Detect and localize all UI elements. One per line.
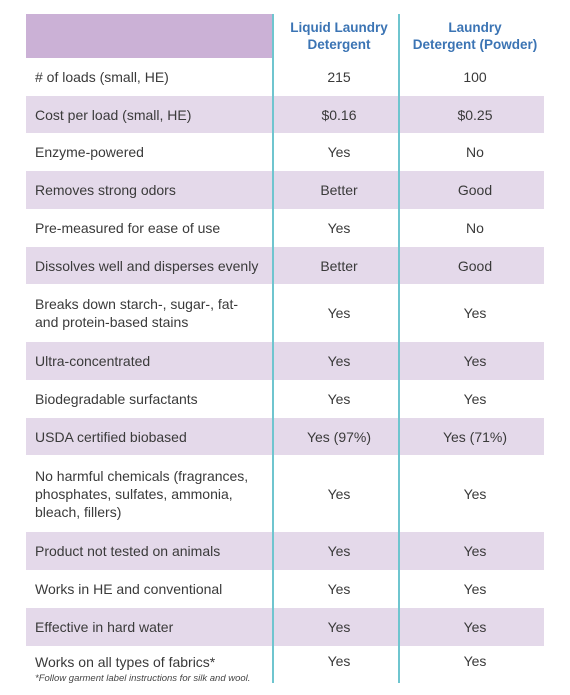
table-row: Cost per load (small, HE) $0.16 $0.25 <box>26 96 544 133</box>
powder-value: Yes <box>463 543 487 559</box>
row-label-line: Biodegradable surfactants <box>35 391 198 407</box>
powder-value: Yes <box>463 353 487 369</box>
row-label: Dissolves well and disperses evenly <box>26 257 272 275</box>
row-label: Breaks down starch-, sugar-, fat-and pro… <box>26 295 272 331</box>
header-label-cell <box>26 14 272 58</box>
row-label: USDA certified biobased <box>26 428 272 446</box>
table-body: # of loads (small, HE) 215 100 Cost per loa… <box>26 58 544 691</box>
table-row: Works on all types of fabrics* *Follow ga… <box>26 646 544 691</box>
liquid-value: Yes <box>327 391 351 407</box>
table-row: Product not tested on animals Yes Yes <box>26 532 544 570</box>
table-row: USDA certified biobased Yes (97%) Yes (71%… <box>26 418 544 455</box>
powder-value: Yes (71%) <box>442 428 508 445</box>
liquid-value: Yes <box>327 220 351 236</box>
table-row: Biodegradable surfactants Yes Yes <box>26 380 544 418</box>
table-row: Dissolves well and disperses evenly Bette… <box>26 247 544 284</box>
row-label: Works on all types of fabrics* *Follow ga… <box>26 653 272 684</box>
liquid-value: Yes <box>327 353 351 369</box>
liquid-value: Yes <box>327 543 351 559</box>
row-label: Ultra-concentrated <box>26 352 272 370</box>
liquid-value: Better <box>320 257 358 274</box>
powder-value: Yes <box>463 305 487 321</box>
row-label: Works in HE and conventional <box>26 580 272 598</box>
row-label: Product not tested on animals <box>26 542 272 560</box>
powder-value: Yes <box>463 485 487 502</box>
powder-value: Yes <box>463 581 487 597</box>
column-divider-right <box>398 14 400 683</box>
header-powder-detergent: Laundry Detergent (Powder) <box>406 14 544 58</box>
row-label-line: bleach, fillers) <box>35 503 122 520</box>
header-liquid-detergent: Liquid Laundry Detergent <box>272 14 406 58</box>
row-label-line: Breaks down starch-, sugar-, fat- <box>35 296 239 312</box>
table-row: Ultra-concentrated Yes Yes <box>26 342 544 380</box>
powder-value: Yes <box>463 391 487 407</box>
row-label-line: Cost per load (small, HE) <box>35 106 192 123</box>
comparison-table: Liquid Laundry Detergent Laundry Deterge… <box>26 14 544 691</box>
powder-value: Yes <box>463 619 487 635</box>
row-label-line: Product not tested on animals <box>35 543 221 559</box>
row-label-line: Works on all types of fabrics* <box>35 654 216 670</box>
row-label-line: Enzyme-powered <box>35 144 144 160</box>
powder-value: Good <box>457 182 493 198</box>
liquid-value: Yes <box>327 619 351 635</box>
table-row: Pre-measured for ease of use Yes No <box>26 209 544 247</box>
table-row: Effective in hard water Yes Yes <box>26 608 544 646</box>
powder-value: No <box>466 220 484 236</box>
powder-value: $0.25 <box>457 106 493 123</box>
liquid-value: $0.16 <box>321 106 357 123</box>
liquid-value: Yes <box>327 305 351 321</box>
row-label: No harmful chemicals (fragrances, phospha… <box>26 467 272 521</box>
row-label: Effective in hard water <box>26 618 272 636</box>
table-row: Removes strong odors Better Good <box>26 171 544 209</box>
row-label-line: Effective in hard water <box>35 619 174 635</box>
row-label-line: Pre-measured for ease of use <box>35 220 221 236</box>
powder-value: Yes <box>463 653 487 669</box>
liquid-value: Yes <box>327 653 351 669</box>
footnote: *Follow garment label instructions for s… <box>35 673 251 684</box>
row-label-line: # of loads (small, HE) <box>35 69 169 85</box>
column-divider-left <box>272 14 274 683</box>
table-row: Enzyme-powered Yes No <box>26 133 544 171</box>
row-label: # of loads (small, HE) <box>26 68 272 86</box>
row-label: Biodegradable surfactants <box>26 390 272 408</box>
liquid-value: Yes (97%) <box>306 428 372 445</box>
liquid-value: Yes <box>327 144 351 160</box>
row-label-line: USDA certified biobased <box>35 428 187 445</box>
row-label-line: Ultra-concentrated <box>35 353 151 369</box>
table-row: Works in HE and conventional Yes Yes <box>26 570 544 608</box>
powder-value: Good <box>457 257 493 274</box>
row-label-line: Works in HE and conventional <box>35 581 223 597</box>
liquid-value: 215 <box>327 69 351 85</box>
row-label-line: phosphates, sulfates, ammonia, <box>35 485 233 502</box>
row-label-line: and protein-based stains <box>35 314 189 330</box>
row-label-line: No harmful chemicals (fragrances, <box>35 467 249 484</box>
table-row: # of loads (small, HE) 215 100 <box>26 58 544 96</box>
row-label-line: Dissolves well and disperses evenly <box>35 257 259 274</box>
row-label: Removes strong odors <box>26 181 272 199</box>
row-label-line: Removes strong odors <box>35 182 176 198</box>
liquid-value: Yes <box>327 485 351 502</box>
table-header: Liquid Laundry Detergent Laundry Deterge… <box>26 14 544 58</box>
powder-value: 100 <box>463 69 487 85</box>
liquid-value: Yes <box>327 581 351 597</box>
powder-value: No <box>466 144 484 160</box>
liquid-value: Better <box>320 182 358 198</box>
row-label: Cost per load (small, HE) <box>26 106 272 124</box>
table-row: Breaks down starch-, sugar-, fat-and pro… <box>26 284 544 342</box>
row-label: Enzyme-powered <box>26 143 272 161</box>
row-label: Pre-measured for ease of use <box>26 219 272 237</box>
table-row: No harmful chemicals (fragrances, phospha… <box>26 455 544 532</box>
